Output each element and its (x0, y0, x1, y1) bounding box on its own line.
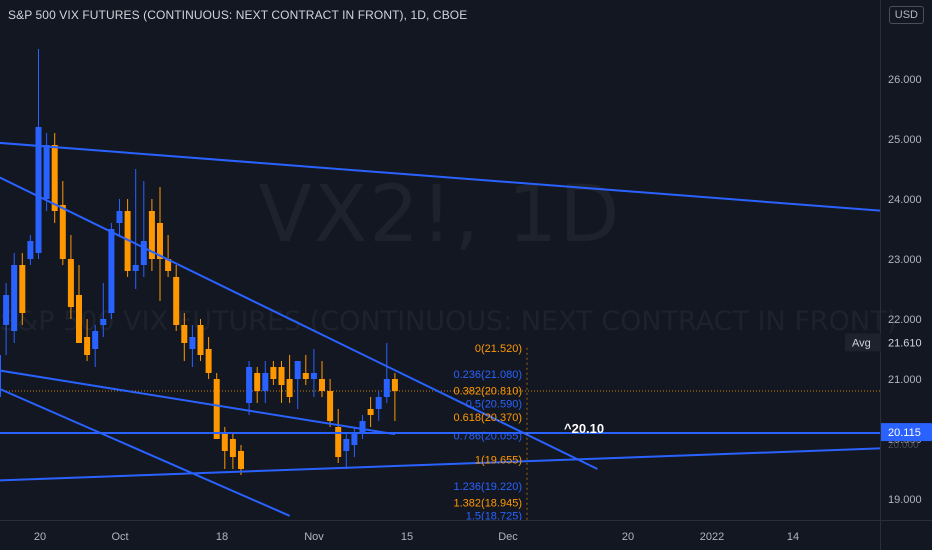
last-price-label: 20.115 (888, 427, 921, 439)
fib-level-label: 0(21.520) (475, 343, 522, 355)
candle-body (27, 241, 34, 259)
candle-body (383, 379, 390, 397)
fib-level-label: 1.236(19.220) (454, 481, 523, 493)
candle-body (229, 439, 236, 457)
x-tick-label: 20 (622, 531, 634, 543)
x-tick-label: Oct (111, 531, 128, 543)
candle-body (254, 373, 261, 391)
y-tick-label: 24.000 (888, 194, 922, 206)
x-tick-label: 14 (787, 531, 799, 543)
fib-level-label: 0.618(20.370) (454, 412, 523, 424)
candle-body (0, 355, 1, 397)
y-tick-label: 19.000 (888, 494, 922, 506)
candle-body (391, 379, 398, 391)
candle-body (181, 325, 188, 343)
candle-body (270, 367, 277, 379)
chart-title: S&P 500 VIX FUTURES (CONTINUOUS: NEXT CO… (8, 8, 468, 22)
y-tick-label: 21.000 (888, 374, 922, 386)
candle-body (11, 265, 18, 331)
last-price-tag (881, 423, 932, 442)
candle-body (319, 379, 325, 391)
candle-body (165, 259, 172, 271)
x-tick-label: 20 (34, 531, 46, 543)
hidden-price-label: 20.000 (888, 440, 919, 451)
plot-area: 0(21.520) 0.236(21.080) 0.382(20.810) 0.5(2… (0, 49, 880, 523)
fib-level-label: 0.5(20.590) (466, 399, 522, 411)
fib-level-label: 0.786(20.055) (454, 431, 523, 443)
candle-body (59, 205, 66, 259)
x-tick-label: 18 (216, 531, 228, 543)
candle-body (246, 367, 253, 403)
trendline-channel-upper (0, 369, 396, 436)
description-watermark: S&P 500 VIX FUTURES (CONTINUOUS: NEXT CO… (0, 306, 898, 337)
candle-body (367, 409, 374, 415)
candle-body (351, 433, 358, 445)
candle-body (132, 265, 139, 271)
candle-body (124, 211, 131, 271)
candle-body (327, 391, 334, 421)
candle-body (19, 265, 26, 313)
trendline-channel-lower (0, 387, 291, 517)
candle-body (221, 433, 228, 451)
avg-label-box (845, 333, 881, 352)
trendline-descending-resistance (0, 176, 598, 470)
candle-body (302, 373, 309, 379)
candle-body (335, 427, 342, 457)
candle-body (76, 295, 82, 343)
candle-body (286, 379, 293, 397)
y-tick-label: 22.000 (888, 314, 922, 326)
trendline-upper-resistance (0, 141, 880, 212)
candle-body (116, 211, 123, 223)
fib-level-label: 1.5(18.725) (466, 511, 522, 523)
candle-body (51, 145, 58, 211)
candle-body (262, 373, 269, 391)
candle-body (197, 325, 204, 355)
candle-body (294, 361, 301, 379)
price-annotation: ^20.10 (564, 421, 604, 436)
y-tick-label: 26.000 (888, 74, 922, 86)
avg-label: Avg (852, 337, 871, 349)
y-tick-label: 25.000 (888, 134, 922, 146)
candle-body (148, 211, 155, 259)
x-tick-label: Dec (498, 531, 518, 543)
candle-body (343, 439, 350, 451)
candle-body (43, 145, 50, 199)
candle-body (3, 295, 10, 325)
candle-body (140, 241, 147, 265)
candle-body (205, 349, 212, 373)
candle-body (35, 127, 42, 253)
avg-value: 21.610 (888, 337, 922, 349)
currency-button[interactable]: USD (888, 6, 924, 24)
candle-body (278, 367, 285, 385)
candle-body (238, 451, 244, 469)
candle-body (84, 337, 91, 355)
candle-body (173, 277, 180, 325)
candle-body (310, 373, 317, 379)
candle-body (189, 337, 196, 349)
candle-body (359, 421, 366, 433)
fib-level-label: 0.236(21.080) (454, 369, 523, 381)
candle-body (67, 259, 74, 307)
x-tick-label: Nov (304, 531, 324, 543)
candle-body (157, 223, 163, 259)
x-tick-label: 15 (401, 531, 413, 543)
candle-body (213, 379, 220, 439)
candle-body (92, 331, 99, 349)
fib-level-label: 0.382(20.810) (454, 385, 523, 397)
fib-level-label: 1.382(18.945) (454, 497, 523, 509)
fib-level-label: 1(19.655) (475, 455, 522, 467)
trendline-rising-support (0, 447, 880, 482)
candle-body (100, 319, 107, 325)
y-tick-label: 23.000 (888, 254, 922, 266)
x-tick-label: 2022 (700, 531, 724, 543)
candle-body (108, 229, 115, 313)
candle-body (375, 397, 382, 409)
